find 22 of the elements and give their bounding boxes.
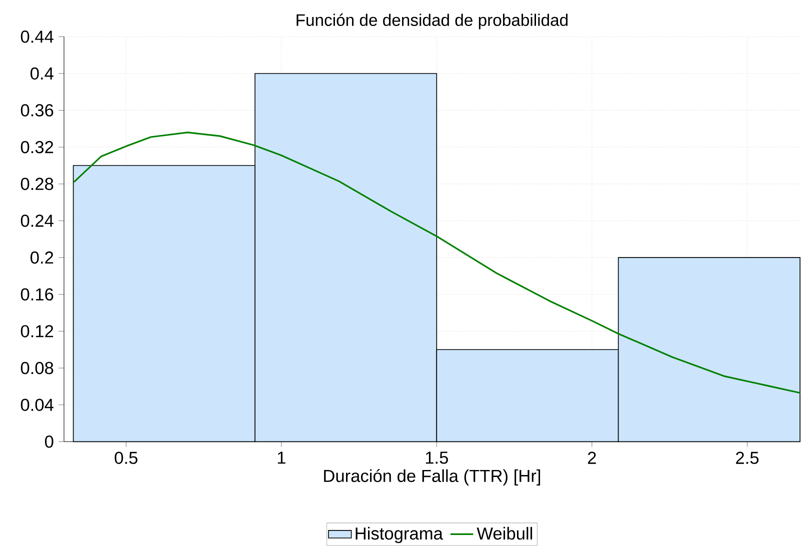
y-tick-label: 0.2 xyxy=(30,251,54,264)
y-tick-label: 0.24 xyxy=(20,214,54,227)
x-axis-title: Duración de Falla (TTR) [Hr] xyxy=(324,469,540,486)
legend-label: Weibull xyxy=(476,526,532,540)
y-tick-label: 0.08 xyxy=(20,362,54,374)
line-series xyxy=(73,132,801,394)
y-tick-label: 0.32 xyxy=(20,140,54,154)
x-tick-label: 0.5 xyxy=(114,452,138,464)
y-tick-label: 0.44 xyxy=(20,30,54,43)
y-tick-label: 0.36 xyxy=(20,104,54,116)
x-tick-label: 1.5 xyxy=(426,452,448,464)
y-tick-label: 0.12 xyxy=(20,325,54,338)
legend-label: Histograma xyxy=(356,526,443,544)
x-tick-label: 2.5 xyxy=(736,452,759,464)
x-tick-label: 1 xyxy=(278,452,286,464)
x-tick-label: 2 xyxy=(588,452,596,464)
y-tick-label: 0.16 xyxy=(20,288,54,301)
chart-title: Función de densidad de probabilidad xyxy=(296,14,568,30)
y-tick-label: 0.04 xyxy=(20,398,54,411)
y-tick-label: 0 xyxy=(44,436,54,448)
y-tick-label: 0.4 xyxy=(30,67,54,80)
y-tick-label: 0.28 xyxy=(20,178,54,190)
